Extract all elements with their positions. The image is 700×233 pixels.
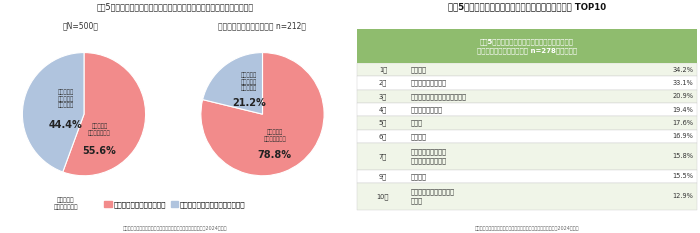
Text: 3位: 3位 — [379, 93, 387, 99]
FancyBboxPatch shape — [357, 143, 696, 170]
FancyBboxPatch shape — [357, 130, 696, 143]
Text: 5位: 5位 — [379, 120, 387, 126]
FancyBboxPatch shape — [357, 116, 696, 130]
Text: 10位: 10位 — [377, 193, 389, 200]
Text: 7位: 7位 — [379, 153, 387, 160]
FancyBboxPatch shape — [357, 29, 696, 63]
Text: ラグ・カーペット類: ラグ・カーペット類 — [411, 80, 447, 86]
FancyBboxPatch shape — [357, 103, 696, 116]
Text: 直近5年間でインテリアグッズ（家具・装飾）の
新規購入や買い換えした人 n=278・複数回答: 直近5年間でインテリアグッズ（家具・装飾）の 新規購入や買い換えした人 n=27… — [477, 38, 577, 54]
Text: 55.6%: 55.6% — [83, 146, 116, 156]
FancyBboxPatch shape — [357, 76, 696, 90]
Text: 直近5年間のインテリアグッズ（家具・装飾）の新規購入や買い換え有無: 直近5年間のインテリアグッズ（家具・装飾）の新規購入や買い換え有無 — [97, 2, 253, 11]
Text: 新規購入や
買い換えを
していない: 新規購入や 買い換えを していない — [57, 89, 74, 108]
Text: 34.2%: 34.2% — [672, 67, 693, 73]
Text: 2位: 2位 — [379, 80, 387, 86]
Text: 新規購入や
買い換えをした: 新規購入や 買い換えをした — [263, 130, 286, 142]
Text: 新規購入や
買い換えを
していない: 新規購入や 買い換えを していない — [241, 73, 257, 91]
FancyBboxPatch shape — [357, 63, 696, 76]
Text: 16.9%: 16.9% — [672, 133, 693, 139]
Text: 積水ハウス株式会社　住生活研究所「インテリアに関する調査（2024年）」: 積水ハウス株式会社 住生活研究所「インテリアに関する調査（2024年）」 — [122, 226, 228, 231]
Text: 1位: 1位 — [379, 66, 387, 73]
Text: 積水ハウス株式会社　住生活研究所「インテリアに関する調査（2024年）」: 積水ハウス株式会社 住生活研究所「インテリアに関する調査（2024年）」 — [475, 226, 579, 231]
Text: 12.9%: 12.9% — [672, 193, 693, 199]
Text: （インテリアにこだわる派 n=212）: （インテリアにこだわる派 n=212） — [218, 21, 307, 30]
Text: 33.1%: 33.1% — [672, 80, 693, 86]
Text: 15.5%: 15.5% — [672, 173, 693, 179]
Text: 9位: 9位 — [379, 173, 387, 180]
Text: 4位: 4位 — [379, 106, 387, 113]
Text: その他の照明器具: その他の照明器具 — [411, 106, 442, 113]
Text: クッション・クッションカバー: クッション・クッションカバー — [411, 93, 467, 99]
Wedge shape — [63, 53, 146, 176]
Text: 6位: 6位 — [379, 133, 387, 140]
Text: 直近5年間で新規購入や買い換えたインテリアグッズ TOP10: 直近5年間で新規購入や買い換えたインテリアグッズ TOP10 — [448, 2, 606, 11]
Text: 19.4%: 19.4% — [672, 107, 693, 113]
Text: インテリア小物・装飾額
ベッド: インテリア小物・装飾額 ベッド — [411, 188, 455, 204]
FancyBboxPatch shape — [357, 90, 696, 103]
Text: カーテン: カーテン — [411, 66, 427, 73]
Text: 新規購入や
買い換えをした: 新規購入や 買い換えをした — [53, 197, 78, 209]
Text: 15.8%: 15.8% — [672, 153, 693, 159]
Text: 新規購入や
買い換えをした: 新規購入や 買い換えをした — [88, 123, 111, 136]
Legend: 新規購入や買い換えをした, 新規購入や買い換えをしていない: 新規購入や買い換えをした, 新規購入や買い換えをしていない — [102, 198, 248, 211]
Text: 78.8%: 78.8% — [258, 150, 292, 160]
FancyBboxPatch shape — [357, 170, 696, 183]
Text: 44.4%: 44.4% — [48, 120, 83, 130]
Text: （N=500）: （N=500） — [62, 21, 99, 30]
Text: 21.2%: 21.2% — [232, 98, 266, 108]
Text: ソファ: ソファ — [411, 120, 423, 126]
Text: 20.9%: 20.9% — [672, 93, 693, 99]
FancyBboxPatch shape — [357, 183, 696, 210]
Wedge shape — [202, 53, 262, 114]
Text: ダイニングテーブル
観葉植物・花・造花: ダイニングテーブル 観葉植物・花・造花 — [411, 148, 447, 164]
Text: テレビ台: テレビ台 — [411, 173, 427, 180]
Text: 掛け時計: 掛け時計 — [411, 133, 427, 140]
Text: 17.6%: 17.6% — [672, 120, 693, 126]
Wedge shape — [201, 53, 324, 176]
Wedge shape — [22, 53, 84, 172]
